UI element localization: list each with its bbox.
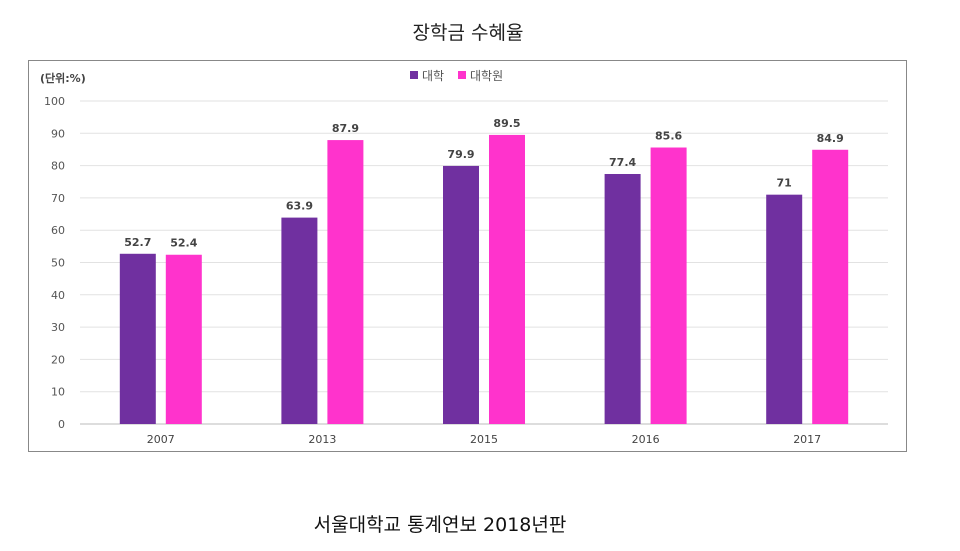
legend-label: 대학: [422, 69, 444, 83]
y-tick-label: 30: [51, 321, 65, 334]
legend-label: 대학원: [470, 69, 503, 83]
bar: [489, 134, 525, 425]
data-label: 52.4: [170, 237, 197, 250]
y-tick-label: 0: [58, 418, 65, 431]
x-tick-label: 2015: [470, 433, 498, 446]
unit-label: (단위:%): [40, 71, 86, 85]
data-label: 85.6: [655, 130, 682, 143]
y-tick-label: 90: [51, 127, 65, 140]
bar: [443, 165, 479, 424]
data-label: 71: [777, 177, 792, 190]
y-tick-label: 60: [51, 224, 65, 237]
data-label: 79.9: [447, 148, 474, 161]
source-caption: 서울대학교 통계연보 2018년판: [313, 514, 567, 536]
chart-frame: [28, 60, 907, 452]
y-tick-label: 100: [44, 95, 65, 108]
y-tick-label: 10: [51, 386, 65, 399]
bar: [766, 194, 803, 424]
data-label: 87.9: [332, 122, 359, 135]
y-tick-label: 40: [51, 289, 65, 302]
data-label: 63.9: [286, 200, 313, 213]
legend-swatch: [458, 71, 466, 79]
chart-title: 장학금 수혜율: [412, 22, 524, 44]
legend-swatch: [410, 71, 418, 79]
y-tick-label: 50: [51, 257, 65, 270]
bar: [281, 217, 318, 424]
y-tick-label: 20: [51, 353, 65, 366]
x-tick-label: 2016: [632, 433, 660, 446]
bar: [165, 254, 202, 424]
y-tick-label: 80: [51, 160, 65, 173]
data-label: 84.9: [817, 132, 844, 145]
bar: [650, 147, 687, 424]
y-tick-label: 70: [51, 192, 65, 205]
bar: [119, 253, 156, 424]
x-tick-label: 2007: [147, 433, 175, 446]
bar: [604, 173, 641, 424]
bar: [812, 149, 849, 424]
data-label: 52.7: [124, 236, 151, 249]
x-tick-label: 2017: [793, 433, 821, 446]
x-tick-label: 2013: [308, 433, 336, 446]
data-label: 77.4: [609, 156, 636, 169]
data-label: 89.5: [493, 117, 520, 130]
bar: [327, 140, 364, 424]
